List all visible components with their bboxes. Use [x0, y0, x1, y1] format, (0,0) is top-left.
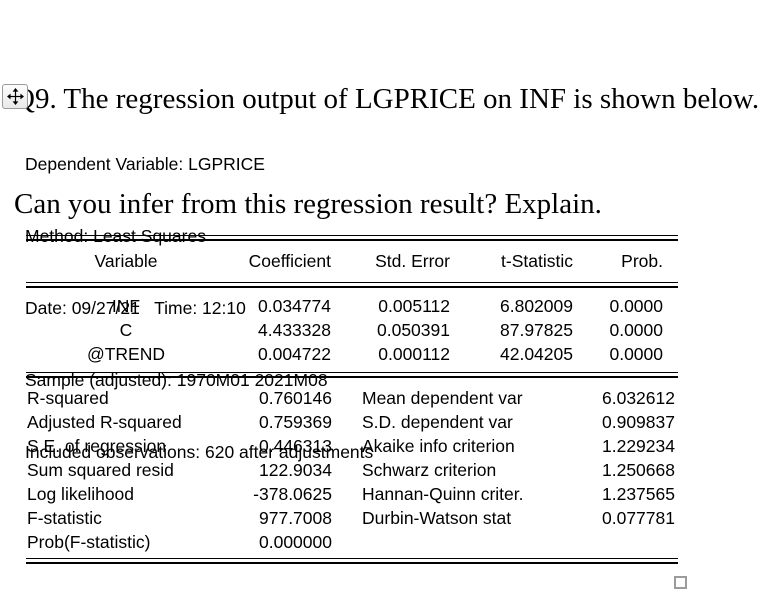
stat-value: 0.760146	[259, 388, 332, 408]
stat-value: 6.032612	[602, 388, 675, 408]
cell-t-statistic: 42.04205	[500, 344, 573, 364]
stat-row: S.E. of regression 0.446313	[27, 434, 332, 458]
stat-label: Sum squared resid	[27, 460, 174, 480]
cell-coefficient: 0.004722	[258, 344, 331, 364]
question-title-line1: Q9. The regression output of LGPRICE on …	[14, 83, 760, 115]
stat-value: 977.7008	[259, 508, 332, 528]
stat-label: Hannan-Quinn criter.	[362, 484, 524, 504]
stat-label: Schwarz criterion	[362, 460, 497, 480]
cell-std-error: 0.005112	[378, 296, 450, 316]
stat-value: 0.446313	[259, 436, 332, 456]
table-row: INF 0.034774 0.005112 6.802009 0.0000	[26, 294, 663, 318]
col-header-prob: Prob.	[621, 251, 663, 271]
stat-row: Log likelihood -378.0625	[27, 482, 332, 506]
stat-row: Hannan-Quinn criter. 1.237565	[362, 482, 675, 506]
object-resize-handle[interactable]	[674, 576, 687, 589]
move-icon	[6, 88, 24, 105]
stat-label: F-statistic	[27, 508, 102, 528]
cell-prob: 0.0000	[609, 344, 663, 364]
col-header-t-statistic: t-Statistic	[501, 251, 573, 271]
stat-label: Log likelihood	[27, 484, 135, 504]
stat-row: S.D. dependent var 0.909837	[362, 410, 675, 434]
stat-label: R-squared	[27, 388, 109, 408]
regression-header-info: Dependent Variable: LGPRICE Method: Leas…	[25, 104, 373, 488]
summary-stats-left-column: R-squared 0.760146 Adjusted R-squared 0.…	[27, 386, 332, 554]
sample-line: Sample (adjusted): 1970M01 2021M08	[25, 370, 328, 390]
coefficients-header-row: Variable Coefficient Std. Error t-Statis…	[26, 241, 678, 282]
dependent-variable-line: Dependent Variable: LGPRICE	[25, 154, 265, 174]
col-header-variable: Variable	[94, 251, 158, 271]
stat-label: Prob(F-statistic)	[27, 532, 151, 552]
cell-std-error: 0.000112	[378, 344, 450, 364]
coefficients-bottom-rule	[26, 372, 678, 378]
cell-coefficient: 0.034774	[258, 296, 331, 316]
cell-t-statistic: 87.97825	[500, 320, 573, 340]
stat-row: Durbin-Watson stat 0.077781	[362, 506, 675, 530]
stat-row: Prob(F-statistic) 0.000000	[27, 530, 332, 554]
stat-label: Akaike info criterion	[362, 436, 515, 456]
object-move-handle[interactable]	[2, 84, 28, 109]
stat-label: S.D. dependent var	[362, 412, 513, 432]
stat-value: 0.909837	[602, 412, 675, 432]
question-title: Q9. The regression output of LGPRICE on …	[14, 12, 759, 257]
stat-value: 1.250668	[602, 460, 675, 480]
regression-output-table: Variable Coefficient Std. Error t-Statis…	[26, 235, 678, 564]
question-title-line2: Can you infer from this regression resul…	[14, 188, 602, 220]
stat-label: Adjusted R-squared	[27, 412, 182, 432]
cell-coefficient: 4.433328	[258, 320, 331, 340]
summary-stats-right-column: Mean dependent var 6.032612 S.D. depende…	[362, 386, 675, 554]
stat-value: 1.237565	[602, 484, 675, 504]
stat-value: -378.0625	[253, 484, 332, 504]
table-row: C 4.433328 0.050391 87.97825 0.0000	[26, 318, 663, 342]
summary-statistics: R-squared 0.760146 Adjusted R-squared 0.…	[26, 378, 678, 558]
stat-value: 1.229234	[602, 436, 675, 456]
stat-value: 122.9034	[259, 460, 332, 480]
col-header-coefficient: Coefficient	[248, 251, 331, 271]
stat-row: Sum squared resid 122.9034	[27, 458, 332, 482]
stat-value: 0.000000	[259, 532, 332, 552]
table-bottom-rule	[26, 558, 678, 564]
stat-row: R-squared 0.760146	[27, 386, 332, 410]
cell-t-statistic: 6.802009	[500, 296, 573, 316]
table-row: @TREND 0.004722 0.000112 42.04205 0.0000	[26, 342, 663, 366]
date-time-line: Date: 09/27/21 Time: 12:10	[25, 298, 246, 318]
method-line: Method: Least Squares	[25, 226, 206, 246]
stat-row: F-statistic 977.7008	[27, 506, 332, 530]
table-top-rule	[26, 235, 678, 241]
observations-line: Included observations: 620 after adjustm…	[25, 442, 374, 462]
cell-variable: INF	[111, 296, 141, 316]
stat-row: Adjusted R-squared 0.759369	[27, 410, 332, 434]
stat-row: Mean dependent var 6.032612	[362, 386, 675, 410]
stat-value: 0.759369	[259, 412, 332, 432]
col-header-std-error: Std. Error	[375, 251, 450, 271]
cell-std-error: 0.050391	[377, 320, 450, 340]
stat-row: Akaike info criterion 1.229234	[362, 434, 675, 458]
cell-prob: 0.0000	[609, 296, 663, 316]
cell-prob: 0.0000	[609, 320, 663, 340]
stat-label: S.E. of regression	[27, 436, 167, 456]
cell-variable: C	[119, 320, 133, 340]
cell-variable: @TREND	[86, 344, 166, 364]
stat-label: Mean dependent var	[362, 388, 523, 408]
stat-value: 0.077781	[602, 508, 675, 528]
stat-label: Durbin-Watson stat	[362, 508, 512, 528]
coefficients-body: INF 0.034774 0.005112 6.802009 0.0000 C …	[26, 288, 678, 372]
header-bottom-rule	[26, 282, 678, 288]
stat-row: Schwarz criterion 1.250668	[362, 458, 675, 482]
